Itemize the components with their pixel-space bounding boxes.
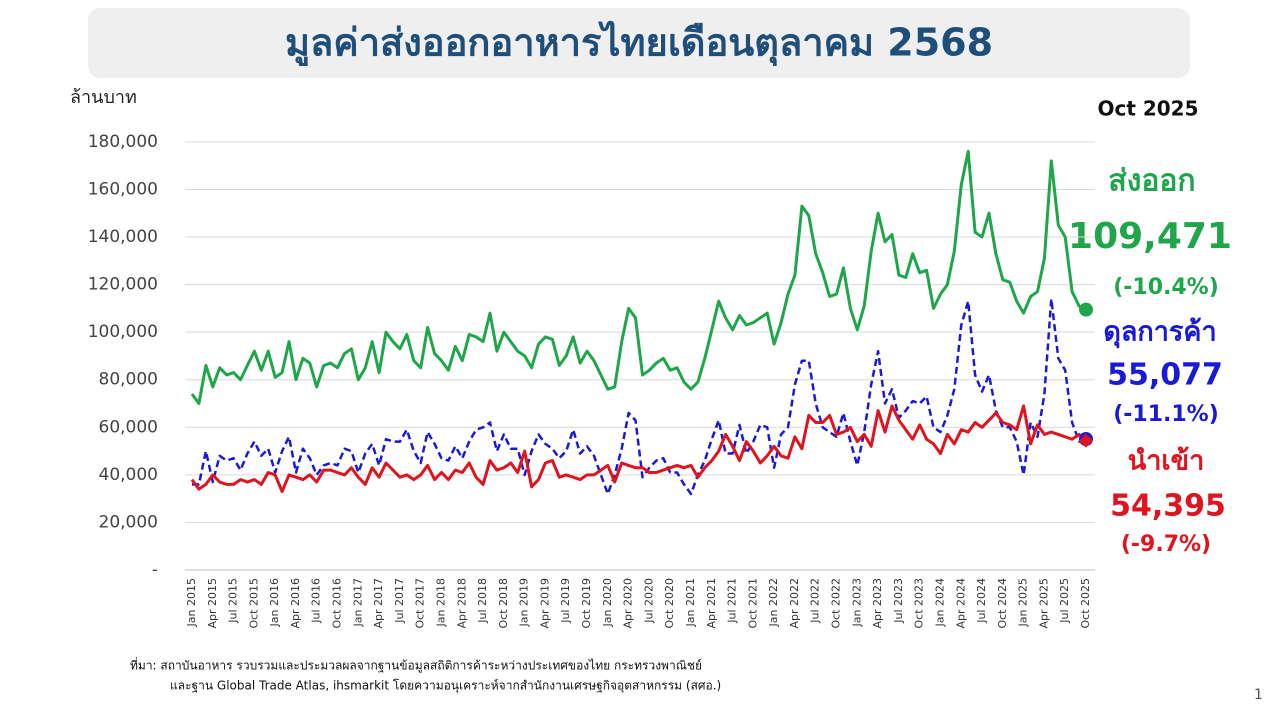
change-label: (-11.1%): [1113, 402, 1219, 427]
end-marker: [1079, 433, 1093, 448]
x-tick-label: Jan 2023: [850, 578, 863, 627]
x-tick-label: Apr 2015: [206, 578, 219, 629]
series-label: นำเข้า: [1128, 446, 1204, 477]
change-label: (-10.4%): [1113, 275, 1219, 300]
change-label: (-9.7%): [1121, 532, 1211, 557]
x-tick-label: Apr 2019: [538, 578, 551, 629]
x-tick-label: Jul 2018: [476, 578, 489, 624]
latest-value: 109,471: [1068, 216, 1232, 257]
x-tick-label: Apr 2020: [622, 578, 635, 629]
x-tick-label: Jul 2021: [726, 578, 739, 624]
series-label: ส่งออก: [1108, 164, 1195, 199]
x-tick-label: Apr 2022: [788, 578, 801, 629]
series-line: [190, 404, 1088, 493]
x-tick-label: Jan 2019: [518, 578, 531, 627]
x-tick-label: Oct 2016: [331, 578, 344, 629]
source-note: และฐาน Global Trade Atlas, ihsmarkit โดย…: [170, 679, 721, 694]
x-tick-label: Jan 2018: [434, 578, 447, 627]
x-tick-label: Jul 2022: [809, 578, 822, 624]
series-label: ดุลการค้า: [1103, 317, 1216, 349]
x-tick-label: Jul 2020: [642, 578, 655, 624]
x-tick-label: Apr 2021: [705, 578, 718, 629]
x-tick-label: Oct 2018: [497, 578, 510, 629]
end-marker: [1079, 302, 1093, 317]
y-tick-label: 40,000: [99, 465, 158, 485]
x-tick-label: Apr 2025: [1037, 578, 1050, 629]
latest-value: 54,395: [1110, 489, 1226, 524]
x-tick-label: Oct 2023: [913, 578, 926, 629]
x-tick-label: Oct 2021: [746, 578, 759, 629]
x-tick-label: Jan 2025: [1017, 578, 1030, 627]
x-tick-label: Jan 2020: [601, 578, 614, 627]
x-tick-label: Jul 2017: [393, 578, 406, 624]
x-tick-label: Apr 2016: [289, 578, 302, 629]
chart-title: มูลค่าส่งออกอาหารไทยเดือนตุลาคม 2568: [285, 21, 993, 67]
y-tick-label: 120,000: [88, 275, 158, 295]
x-tick-label: Oct 2022: [830, 578, 843, 629]
x-tick-label: Jul 2015: [227, 578, 240, 624]
x-tick-label: Oct 2024: [996, 578, 1009, 629]
y-tick-label: -: [152, 560, 158, 580]
y-tick-label: 100,000: [88, 322, 158, 342]
x-tick-label: Jan 2021: [684, 578, 697, 627]
x-tick-label: Apr 2018: [455, 578, 468, 629]
x-tick-label: Apr 2017: [372, 578, 385, 629]
x-tick-label: Oct 2017: [414, 578, 427, 629]
x-tick-label: Jan 2016: [268, 578, 281, 627]
x-tick-label: Jul 2019: [559, 578, 572, 624]
latest-value: 55,077: [1107, 358, 1223, 393]
x-tick-label: Oct 2025: [1079, 578, 1092, 629]
y-tick-label: 20,000: [99, 512, 158, 532]
source-note: ที่มา: สถาบันอาหาร รวบรวมและประมวลผลจากฐ…: [130, 657, 702, 674]
y-unit: ล้านบาท: [70, 87, 137, 108]
x-tick-label: Jul 2025: [1058, 578, 1071, 624]
x-tick-label: Oct 2020: [663, 578, 676, 629]
x-tick-label: Apr 2024: [954, 578, 967, 629]
period-label: Oct 2025: [1097, 97, 1198, 121]
series-line: [190, 149, 1087, 405]
y-tick-label: 140,000: [88, 227, 158, 247]
y-tick-label: 80,000: [99, 370, 158, 390]
title-box: [88, 8, 1190, 78]
x-tick-label: Jul 2024: [975, 578, 988, 624]
y-tick-label: 180,000: [88, 132, 158, 152]
x-tick-label: Jul 2016: [310, 578, 323, 624]
x-tick-label: Oct 2019: [580, 578, 593, 629]
x-tick-label: Jan 2022: [767, 578, 780, 627]
x-tick-label: Apr 2023: [871, 578, 884, 629]
x-tick-label: Jan 2024: [933, 578, 946, 627]
series-line: [192, 297, 1087, 496]
x-tick-label: Jan 2015: [185, 578, 198, 627]
y-tick-label: 160,000: [88, 179, 158, 199]
x-tick-label: Jul 2023: [892, 578, 905, 624]
page-number: 1: [1254, 687, 1263, 703]
x-tick-label: Oct 2015: [247, 578, 260, 629]
y-tick-label: 60,000: [99, 417, 158, 437]
x-tick-label: Jan 2017: [351, 578, 364, 627]
